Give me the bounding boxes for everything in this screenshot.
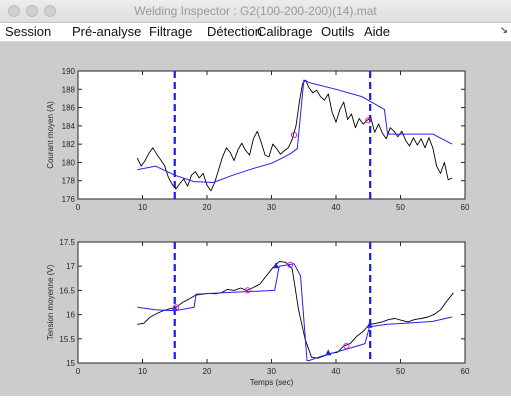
voltage-chart-xtick-label: 40 bbox=[332, 367, 341, 376]
menu-pre-analyse[interactable]: Pré-analyse bbox=[72, 24, 142, 39]
current-chart-plot-area bbox=[77, 70, 466, 200]
current-chart-model-line bbox=[137, 79, 453, 183]
menu-detection[interactable]: Détection bbox=[207, 24, 262, 39]
current-chart-xtick-label: 30 bbox=[267, 203, 276, 212]
voltage-chart-model-line bbox=[137, 263, 453, 362]
voltage-chart-event-marker bbox=[343, 342, 350, 350]
chevron-down-icon[interactable]: ↘ bbox=[499, 25, 508, 36]
voltage-chart-ytick-label: 15 bbox=[66, 359, 75, 368]
figure-canvas: 0 10 20 30 40 50 60 176 178 180 182 184 186 188 190 Cou… bbox=[46, 67, 470, 387]
voltage-chart-ytick-label: 16 bbox=[66, 311, 75, 320]
voltage-chart-knot-marker bbox=[171, 304, 178, 311]
voltage-chart-xtick-label: 0 bbox=[76, 367, 81, 376]
voltage-chart-plot-area bbox=[77, 241, 466, 364]
voltage-chart-knot-marker bbox=[325, 349, 332, 356]
menu-calibrage[interactable]: Calibrage bbox=[257, 24, 313, 39]
current-chart-ytick-label: 178 bbox=[62, 177, 76, 186]
voltage-chart-ytick-label: 17.5 bbox=[59, 238, 75, 247]
voltage-chart-xtick-label: 30 bbox=[267, 367, 276, 376]
current-chart-xtick-label: 20 bbox=[203, 203, 212, 212]
menu-filtrage[interactable]: Filtrage bbox=[149, 24, 193, 39]
voltage-chart-knot-marker bbox=[273, 262, 280, 269]
voltage-chart-event-marker bbox=[244, 287, 251, 294]
current-chart-xtick-label: 0 bbox=[76, 203, 81, 212]
title-bar[interactable]: Welding Inspector : G2(100-200-200)(14).… bbox=[0, 0, 511, 23]
voltage-chart-knot-marker bbox=[366, 321, 373, 328]
current-chart-xtick-label: 10 bbox=[138, 203, 147, 212]
window-title: Welding Inspector : G2(100-200-200)(14).… bbox=[134, 4, 377, 18]
current-chart-ytick-label: 184 bbox=[62, 122, 76, 131]
current-chart-ytick-label: 186 bbox=[62, 104, 76, 113]
current-chart-ytick-label: 176 bbox=[62, 195, 76, 204]
current-chart-ytick-label: 188 bbox=[62, 85, 76, 94]
voltage-chart-event-marker bbox=[287, 261, 294, 268]
current-chart-signal-line bbox=[136, 79, 453, 192]
zoom-window-button[interactable] bbox=[44, 5, 56, 17]
menu-aide[interactable]: Aide bbox=[364, 24, 391, 39]
figure-area: 0 10 20 30 40 50 60 176 178 180 182 184 186 188 190 Cou… bbox=[0, 42, 511, 396]
voltage-chart-signal-line bbox=[137, 260, 454, 359]
current-chart-xtick-label: 60 bbox=[461, 203, 470, 212]
close-window-button[interactable] bbox=[8, 5, 20, 17]
current-chart-ytick-label: 190 bbox=[62, 67, 76, 76]
current-chart-ytick-label: 182 bbox=[62, 140, 76, 149]
voltage-chart-xtick-label: 50 bbox=[396, 367, 405, 376]
voltage-chart-ytick-label: 15.5 bbox=[59, 335, 75, 344]
menu-outils[interactable]: Outils bbox=[321, 24, 355, 39]
voltage-chart-ylabel: Tension moyenne (V) bbox=[46, 264, 55, 340]
menu-bar: Session Pré-analyse Filtrage Détection C… bbox=[0, 23, 511, 42]
current-chart-ytick-label: 180 bbox=[62, 158, 76, 167]
minimize-window-button[interactable] bbox=[26, 5, 38, 17]
current-chart-event-marker bbox=[365, 117, 372, 124]
voltage-chart-xlabel: Temps (sec) bbox=[250, 378, 294, 387]
voltage-chart-xtick-label: 60 bbox=[461, 367, 470, 376]
voltage-chart-xtick-label: 20 bbox=[203, 367, 212, 376]
voltage-chart-event-marker bbox=[172, 304, 180, 311]
current-chart-xtick-label: 40 bbox=[332, 203, 341, 212]
voltage-chart-xtick-label: 10 bbox=[138, 367, 147, 376]
current-chart-event-marker bbox=[290, 131, 298, 139]
current-chart-ylabel: Courant moyen (A) bbox=[46, 101, 55, 169]
current-chart-xtick-label: 50 bbox=[396, 203, 405, 212]
voltage-chart-ytick-label: 16.5 bbox=[59, 286, 75, 295]
voltage-chart-ytick-label: 17 bbox=[66, 262, 75, 271]
menu-session[interactable]: Session bbox=[5, 24, 52, 39]
